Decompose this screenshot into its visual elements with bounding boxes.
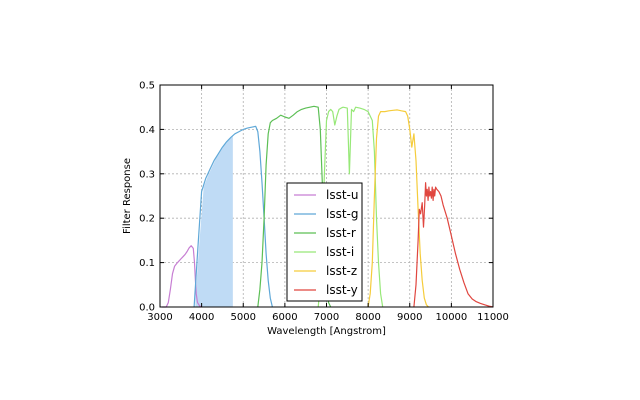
y-tick-label: 0.2	[139, 214, 155, 225]
series-line-lsst-z	[367, 109, 429, 308]
x-axis-ticks: 3000 4000 5000 6000 7000 8000 9000 10000 11000	[147, 85, 509, 323]
shaded-region-layer	[195, 136, 233, 307]
y-tick-label: 0.1	[139, 258, 155, 269]
legend: lsst-u lsst-g lsst-r lsst-i lsst-z lsst-y	[286, 182, 363, 302]
series-line-lsst-u	[162, 245, 202, 308]
legend-label-lsst-z: lsst-z	[326, 264, 357, 278]
x-tick-label: 3000	[147, 312, 172, 323]
legend-label-lsst-u: lsst-u	[326, 188, 358, 202]
y-axis-ticks: 0.0 0.1 0.2 0.3 0.4 0.5	[139, 81, 493, 314]
legend-label-lsst-y: lsst-y	[326, 283, 358, 297]
legend-box	[286, 182, 363, 302]
y-tick-label: 0.3	[139, 169, 155, 180]
y-tick-label: 0.5	[139, 81, 155, 92]
shaded-region	[195, 136, 233, 307]
x-tick-label: 6000	[272, 312, 297, 323]
x-tick-label: 5000	[231, 312, 256, 323]
legend-label-lsst-i: lsst-i	[326, 245, 354, 259]
y-tick-label: 0.4	[139, 125, 155, 136]
series-line-lsst-i	[317, 106, 384, 308]
series-line-lsst-g	[193, 125, 273, 308]
series-line-lsst-y	[413, 182, 494, 308]
x-axis-label: Wavelength [Angstrom]	[267, 326, 386, 337]
y-tick-label: 0.0	[139, 303, 155, 314]
series-layer	[162, 105, 494, 308]
x-tick-label: 9000	[397, 312, 422, 323]
x-tick-label: 8000	[355, 312, 380, 323]
x-tick-label: 10000	[435, 312, 467, 323]
x-tick-label: 11000	[477, 312, 509, 323]
y-axis-label: Filter Response	[122, 158, 133, 234]
x-tick-label: 4000	[189, 312, 214, 323]
legend-label-lsst-g: lsst-g	[326, 207, 359, 221]
legend-label-lsst-r: lsst-r	[326, 226, 356, 240]
legend-entries: lsst-u lsst-g lsst-r lsst-i lsst-z lsst-y	[294, 188, 359, 297]
x-tick-label: 7000	[314, 312, 339, 323]
